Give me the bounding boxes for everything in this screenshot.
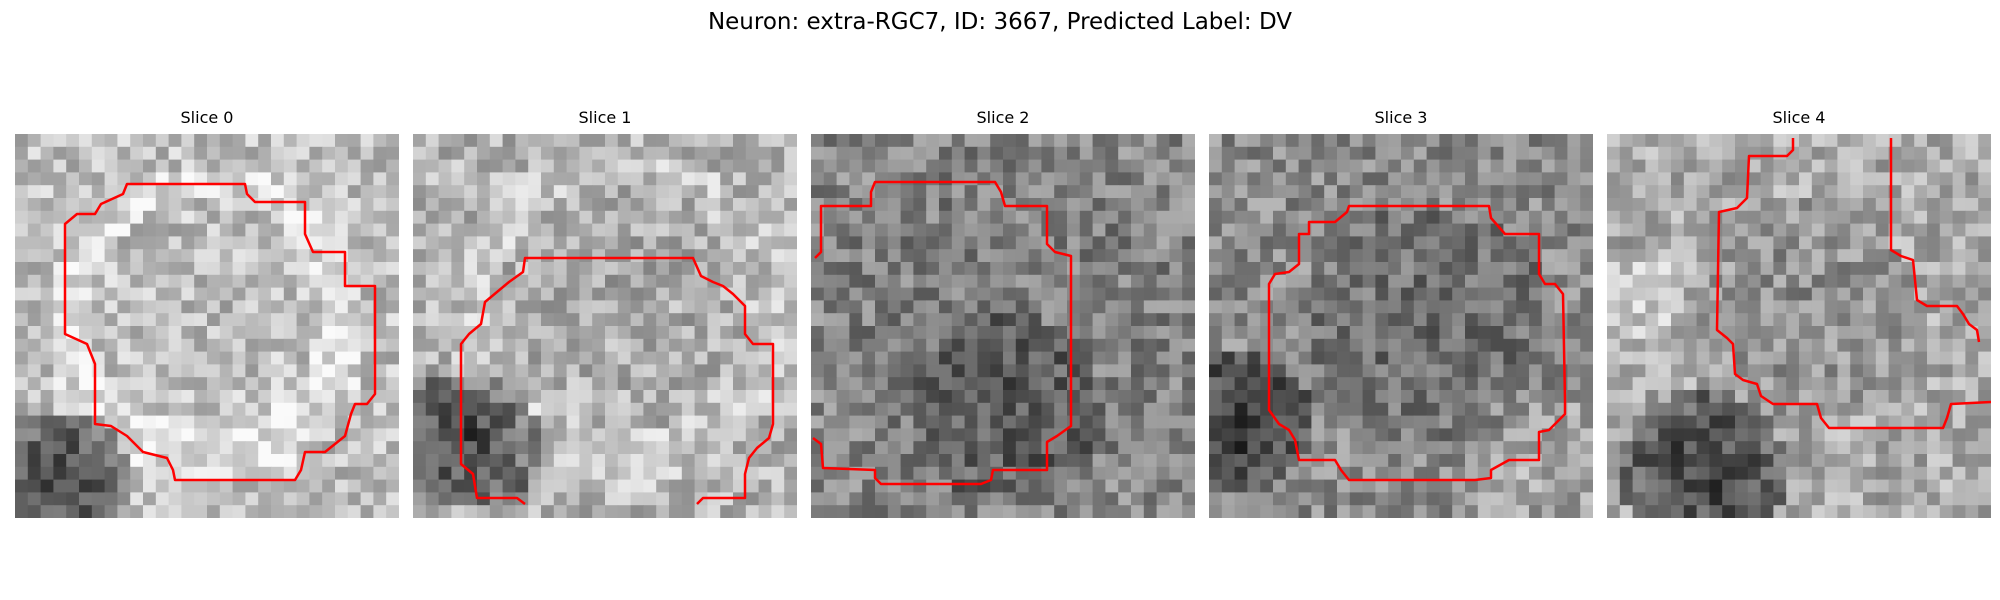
contour-line <box>459 256 775 505</box>
slice-title-2: Slice 2 <box>976 108 1030 127</box>
slice-panel-1: Slice 1 <box>413 108 797 518</box>
pixel-grid <box>1209 134 1593 518</box>
contour-line <box>1715 138 1991 430</box>
pixel-grid <box>811 134 1195 518</box>
slice-image-0 <box>15 134 399 518</box>
contour-line <box>1267 204 1567 482</box>
pixel-grid <box>15 134 399 518</box>
contour-line <box>812 180 1073 486</box>
slice-title-4: Slice 4 <box>1772 108 1826 127</box>
slice-image-4 <box>1607 134 1991 518</box>
pixel-grid <box>413 134 797 518</box>
slice-title-1: Slice 1 <box>578 108 632 127</box>
slice-image-3 <box>1209 134 1593 518</box>
pixel-grid <box>1607 134 1991 518</box>
contour-line <box>63 182 377 482</box>
slice-panel-0: Slice 0 <box>15 108 399 518</box>
slice-panel-3: Slice 3 <box>1209 108 1593 518</box>
slice-title-0: Slice 0 <box>180 108 234 127</box>
contour-line <box>1889 138 1981 343</box>
figure-title: Neuron: extra-RGC7, ID: 3667, Predicted … <box>707 9 1293 35</box>
slice-panel-2: Slice 2 <box>811 108 1195 518</box>
slice-panel-4: Slice 4 <box>1607 108 1991 518</box>
slice-title-3: Slice 3 <box>1374 108 1428 127</box>
slice-image-1 <box>413 134 797 518</box>
slice-image-2 <box>811 134 1195 518</box>
